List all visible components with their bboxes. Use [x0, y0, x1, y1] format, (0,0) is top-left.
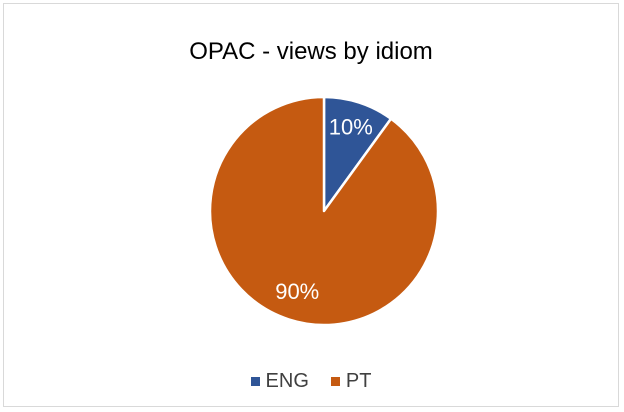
legend-item-eng: ENG	[250, 370, 309, 393]
legend-swatch-eng	[250, 377, 260, 386]
chart-title: OPAC - views by idiom	[189, 38, 433, 65]
pie-slice-eng	[322, 95, 393, 213]
data-label-pt: 90%	[275, 279, 319, 304]
legend-label-eng: ENG	[265, 370, 309, 392]
pie-slice-pt	[208, 95, 440, 327]
legend-swatch-pt	[330, 377, 340, 386]
chart-area: OPAC - views by idiom 10% 90% ENG PT	[3, 3, 619, 407]
chart-legend: ENG PT	[4, 370, 618, 393]
legend-item-pt: PT	[330, 370, 372, 393]
data-label-eng: 10%	[329, 114, 373, 139]
pie-chart: 10% 90%	[208, 95, 440, 327]
legend-label-pt: PT	[345, 370, 372, 392]
